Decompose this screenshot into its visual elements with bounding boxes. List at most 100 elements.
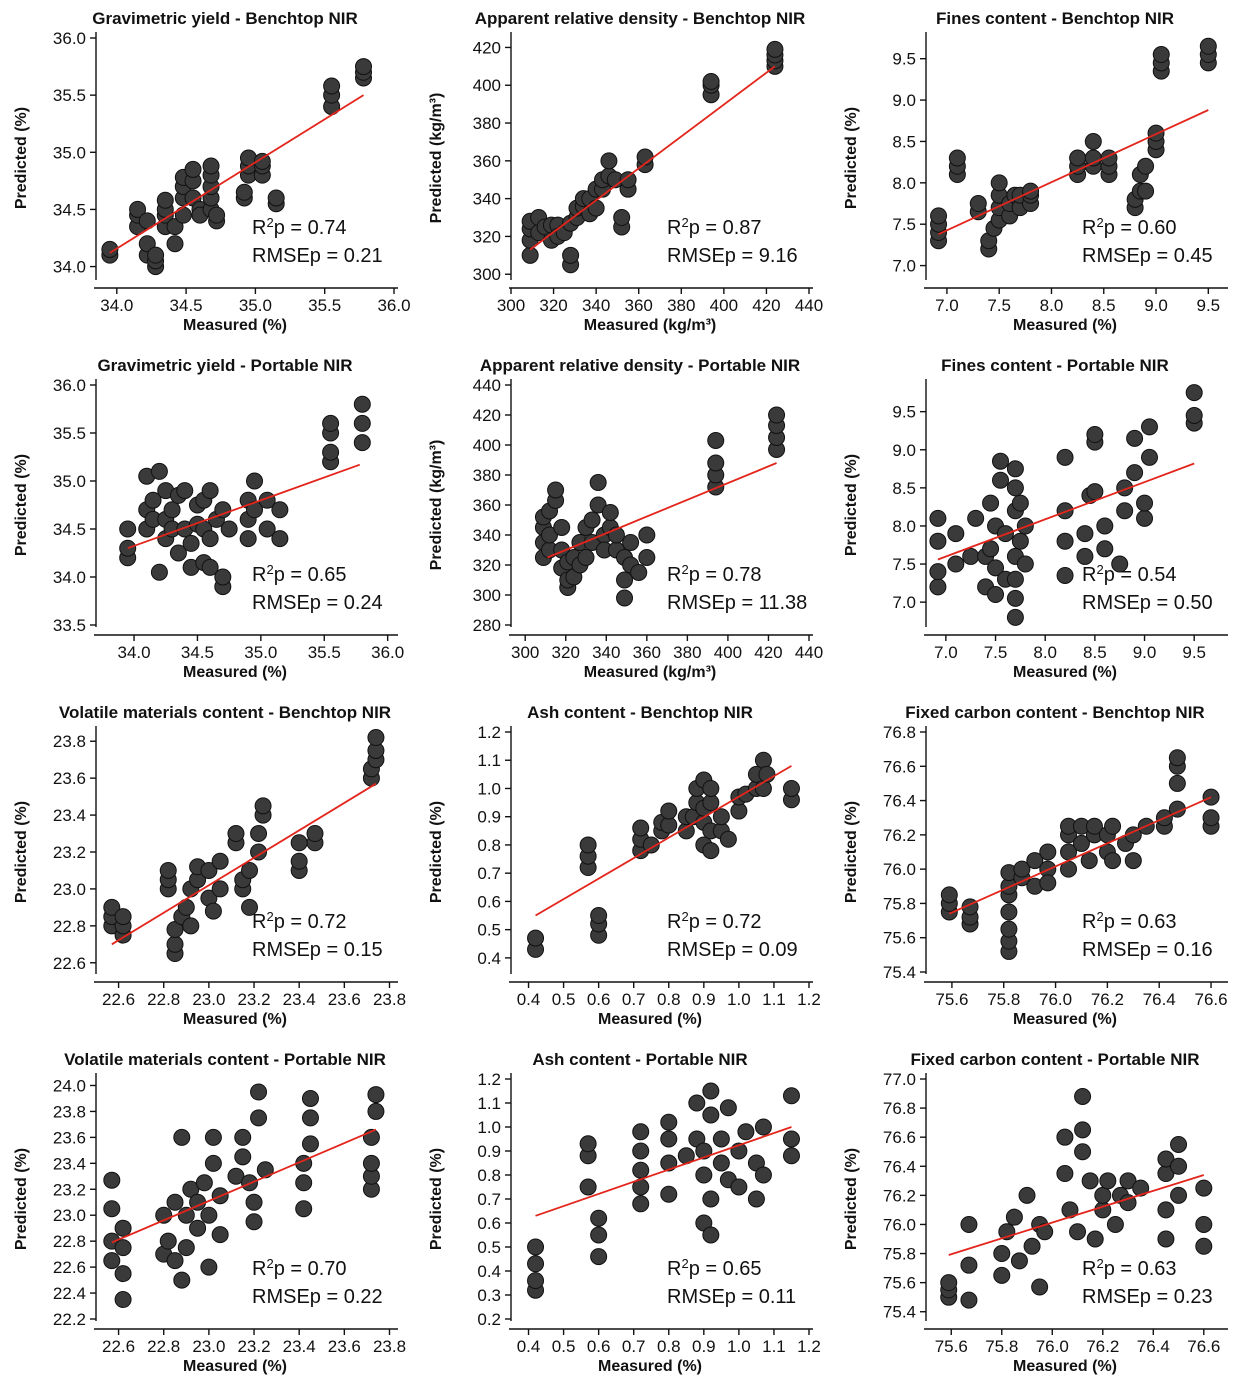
data-point bbox=[754, 1118, 772, 1136]
y-tick-label: 23.2 bbox=[53, 843, 86, 862]
y-tick-label: 76.8 bbox=[883, 1099, 916, 1118]
chart-title: Apparent relative density - Benchtop NIR bbox=[475, 9, 806, 28]
r2-superscript: 2 bbox=[1096, 562, 1103, 577]
y-axis-label: Predicted (%) bbox=[13, 454, 30, 556]
data-point bbox=[1086, 1230, 1104, 1248]
data-point bbox=[166, 1193, 184, 1211]
data-point bbox=[245, 1213, 263, 1231]
y-tick-label: 77.0 bbox=[883, 1070, 916, 1089]
x-tick-label: 22.6 bbox=[102, 1337, 135, 1356]
data-point bbox=[201, 558, 219, 576]
x-tick-label: 0.6 bbox=[587, 1337, 611, 1356]
data-point bbox=[982, 540, 1000, 558]
y-tick-label: 76.6 bbox=[883, 757, 916, 776]
data-point bbox=[1136, 494, 1154, 512]
y-tick-label: 0.5 bbox=[477, 921, 501, 940]
data-point bbox=[947, 555, 965, 573]
x-tick-label: 400 bbox=[714, 643, 742, 662]
x-tick-label: 340 bbox=[592, 643, 620, 662]
data-point bbox=[642, 836, 660, 854]
data-point bbox=[1018, 1186, 1036, 1204]
x-tick-label: 8.0 bbox=[1033, 643, 1057, 662]
data-point bbox=[962, 547, 980, 565]
r2-stat: R2p = 0.70 bbox=[252, 1256, 347, 1281]
y-tick-label: 24.0 bbox=[53, 1076, 86, 1095]
data-point bbox=[200, 1258, 218, 1276]
x-axis-label: Measured (kg/m³) bbox=[584, 664, 716, 681]
scatter-plot: Gravimetric yield - Benchtop NIR 34.0 34.5… bbox=[13, 9, 411, 334]
x-tick-label: 0.5 bbox=[552, 990, 576, 1009]
data-point bbox=[1074, 1143, 1092, 1161]
x-tick-label: 0.9 bbox=[692, 990, 716, 1009]
data-point bbox=[947, 525, 965, 543]
r2-superscript: 2 bbox=[266, 909, 273, 924]
y-tick-label: 34.0 bbox=[53, 258, 86, 277]
scatter-plot: Ash content - Benchtop NIR 0.4 0.5 0.6 0.7 0.… bbox=[428, 703, 821, 1028]
data-point bbox=[616, 589, 634, 607]
y-tick-label: 0.4 bbox=[477, 949, 501, 968]
r2-superscript: 2 bbox=[266, 215, 273, 230]
y-tick-label: 23.6 bbox=[53, 1128, 86, 1147]
data-point bbox=[707, 432, 725, 449]
y-axis-label: Predicted (kg/m³) bbox=[428, 440, 445, 571]
data-point bbox=[577, 549, 595, 566]
data-point bbox=[200, 861, 218, 879]
x-tick-label: 76.2 bbox=[1091, 990, 1124, 1009]
data-point bbox=[1116, 502, 1134, 520]
data-point bbox=[201, 482, 219, 500]
y-tick-label: 8.5 bbox=[892, 479, 916, 498]
data-point bbox=[159, 1232, 177, 1250]
x-axis-label: Measured (%) bbox=[1013, 664, 1117, 681]
x-tick-label: 0.8 bbox=[657, 1337, 681, 1356]
data-point bbox=[1106, 1215, 1124, 1233]
data-point bbox=[1124, 852, 1142, 870]
chart-title: Ash content - Benchtop NIR bbox=[527, 703, 753, 722]
x-tick-label: 1.2 bbox=[797, 1337, 821, 1356]
data-point bbox=[601, 504, 619, 521]
data-point bbox=[234, 1128, 252, 1146]
x-tick-label: 0.5 bbox=[552, 1337, 576, 1356]
data-point bbox=[521, 246, 539, 264]
rmse-stat: RMSEp = 0.15 bbox=[252, 939, 383, 961]
data-point bbox=[782, 779, 800, 797]
y-tick-label: 360 bbox=[473, 496, 501, 515]
data-point bbox=[250, 825, 268, 843]
data-point bbox=[1137, 157, 1155, 175]
data-point bbox=[632, 1142, 650, 1160]
data-point bbox=[579, 836, 597, 854]
x-axis-label: Measured (%) bbox=[1013, 317, 1117, 334]
data-point bbox=[174, 206, 192, 224]
data-point bbox=[169, 544, 187, 562]
y-tick-label: 75.6 bbox=[883, 929, 916, 948]
data-point bbox=[163, 501, 181, 519]
r2-symbol: R bbox=[1082, 564, 1096, 586]
r2-superscript: 2 bbox=[266, 562, 273, 577]
data-point bbox=[173, 1128, 191, 1146]
regression-line bbox=[547, 462, 777, 559]
r2-symbol: R bbox=[252, 1258, 266, 1280]
chart-title: Fines content - Benchtop NIR bbox=[936, 9, 1174, 28]
data-point bbox=[553, 519, 571, 536]
x-tick-label: 440 bbox=[795, 643, 823, 662]
data-point bbox=[220, 520, 238, 538]
data-point bbox=[1074, 1087, 1092, 1105]
data-point bbox=[702, 842, 720, 860]
y-tick-label: 1.2 bbox=[477, 723, 501, 742]
data-point bbox=[156, 191, 174, 209]
data-point bbox=[929, 563, 947, 581]
data-point bbox=[239, 530, 257, 548]
data-point bbox=[768, 406, 786, 424]
regression-line bbox=[948, 796, 1212, 915]
y-tick-label: 0.8 bbox=[477, 836, 501, 855]
data-point bbox=[147, 246, 165, 264]
r2-symbol: R bbox=[252, 564, 266, 586]
data-point bbox=[1126, 429, 1144, 447]
chart-panel: Fines content - Benchtop NIR 7.0 7.5 8.0 8.5… bbox=[830, 0, 1244, 347]
y-tick-label: 420 bbox=[473, 38, 501, 57]
r2-stat: R2p = 0.63 bbox=[1082, 1256, 1177, 1281]
r2-symbol: R bbox=[667, 217, 681, 239]
y-tick-label: 0.4 bbox=[477, 1262, 501, 1281]
data-point bbox=[527, 1238, 545, 1256]
y-tick-label: 22.6 bbox=[53, 954, 86, 973]
